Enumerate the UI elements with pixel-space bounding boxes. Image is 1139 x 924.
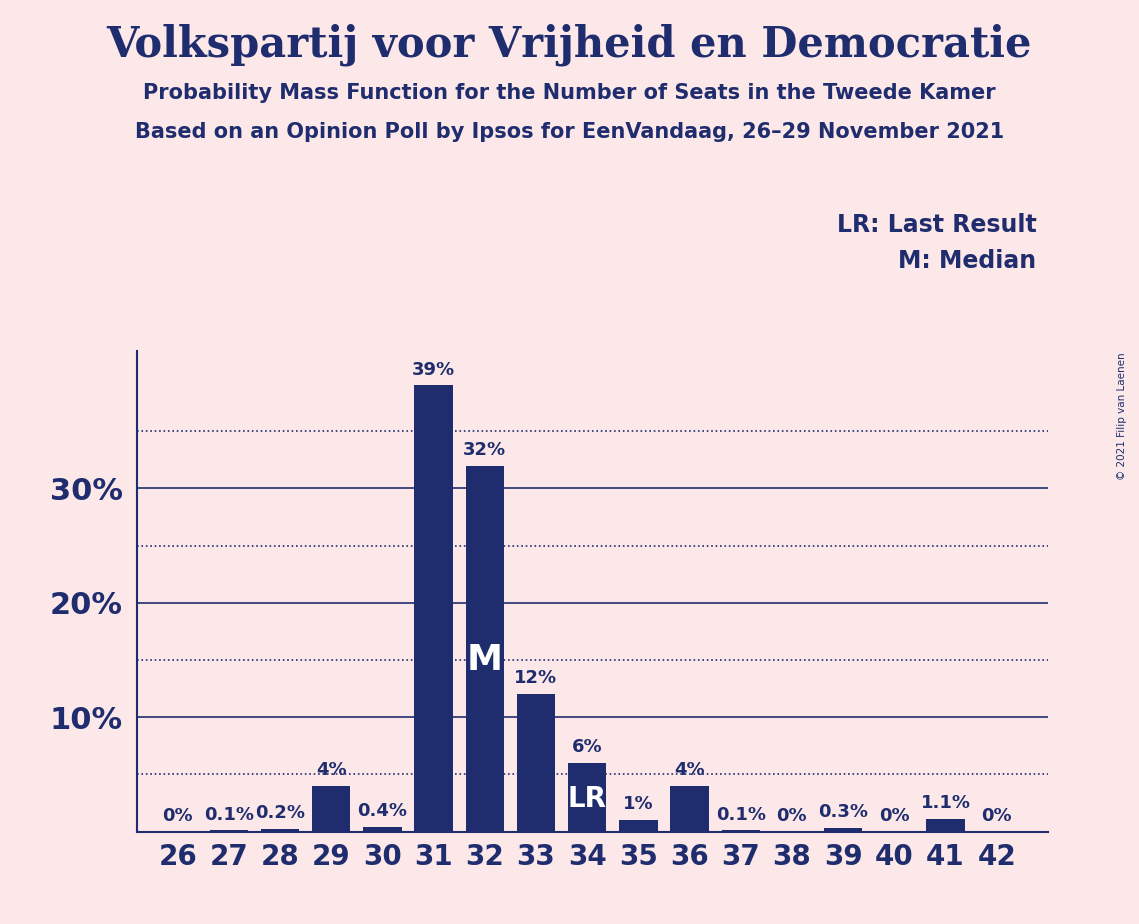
Text: 0%: 0% (982, 807, 1011, 825)
Text: LR: Last Result: LR: Last Result (837, 213, 1036, 237)
Bar (363, 827, 402, 832)
Text: 0.4%: 0.4% (358, 802, 408, 821)
Bar (823, 828, 862, 832)
Text: Based on an Opinion Poll by Ipsos for EenVandaag, 26–29 November 2021: Based on an Opinion Poll by Ipsos for Ee… (134, 122, 1005, 142)
Text: © 2021 Filip van Laenen: © 2021 Filip van Laenen (1117, 352, 1126, 480)
Bar (620, 821, 657, 832)
Text: 0%: 0% (163, 807, 192, 825)
Text: 4%: 4% (316, 761, 346, 779)
Bar (568, 763, 606, 832)
Text: 1.1%: 1.1% (920, 794, 970, 812)
Bar (261, 830, 300, 832)
Text: Volkspartij voor Vrijheid en Democratie: Volkspartij voor Vrijheid en Democratie (107, 23, 1032, 66)
Text: 0.2%: 0.2% (255, 805, 305, 822)
Text: 0.1%: 0.1% (204, 806, 254, 823)
Text: M: Median: M: Median (899, 249, 1036, 274)
Text: 12%: 12% (515, 670, 557, 687)
Bar (517, 694, 555, 832)
Bar (210, 831, 248, 832)
Bar (466, 466, 503, 832)
Text: 0.3%: 0.3% (818, 803, 868, 821)
Text: 4%: 4% (674, 761, 705, 779)
Bar (415, 385, 453, 832)
Text: 1%: 1% (623, 796, 654, 813)
Bar (926, 819, 965, 832)
Text: 32%: 32% (464, 441, 507, 458)
Text: 6%: 6% (572, 738, 603, 756)
Text: 39%: 39% (412, 360, 456, 379)
Text: M: M (467, 642, 502, 676)
Text: 0.1%: 0.1% (715, 806, 765, 823)
Text: 0%: 0% (879, 807, 910, 825)
Bar (671, 785, 708, 832)
Text: Probability Mass Function for the Number of Seats in the Tweede Kamer: Probability Mass Function for the Number… (144, 83, 995, 103)
Bar (312, 785, 351, 832)
Text: 0%: 0% (777, 807, 808, 825)
Text: LR: LR (567, 785, 607, 813)
Bar (721, 831, 760, 832)
